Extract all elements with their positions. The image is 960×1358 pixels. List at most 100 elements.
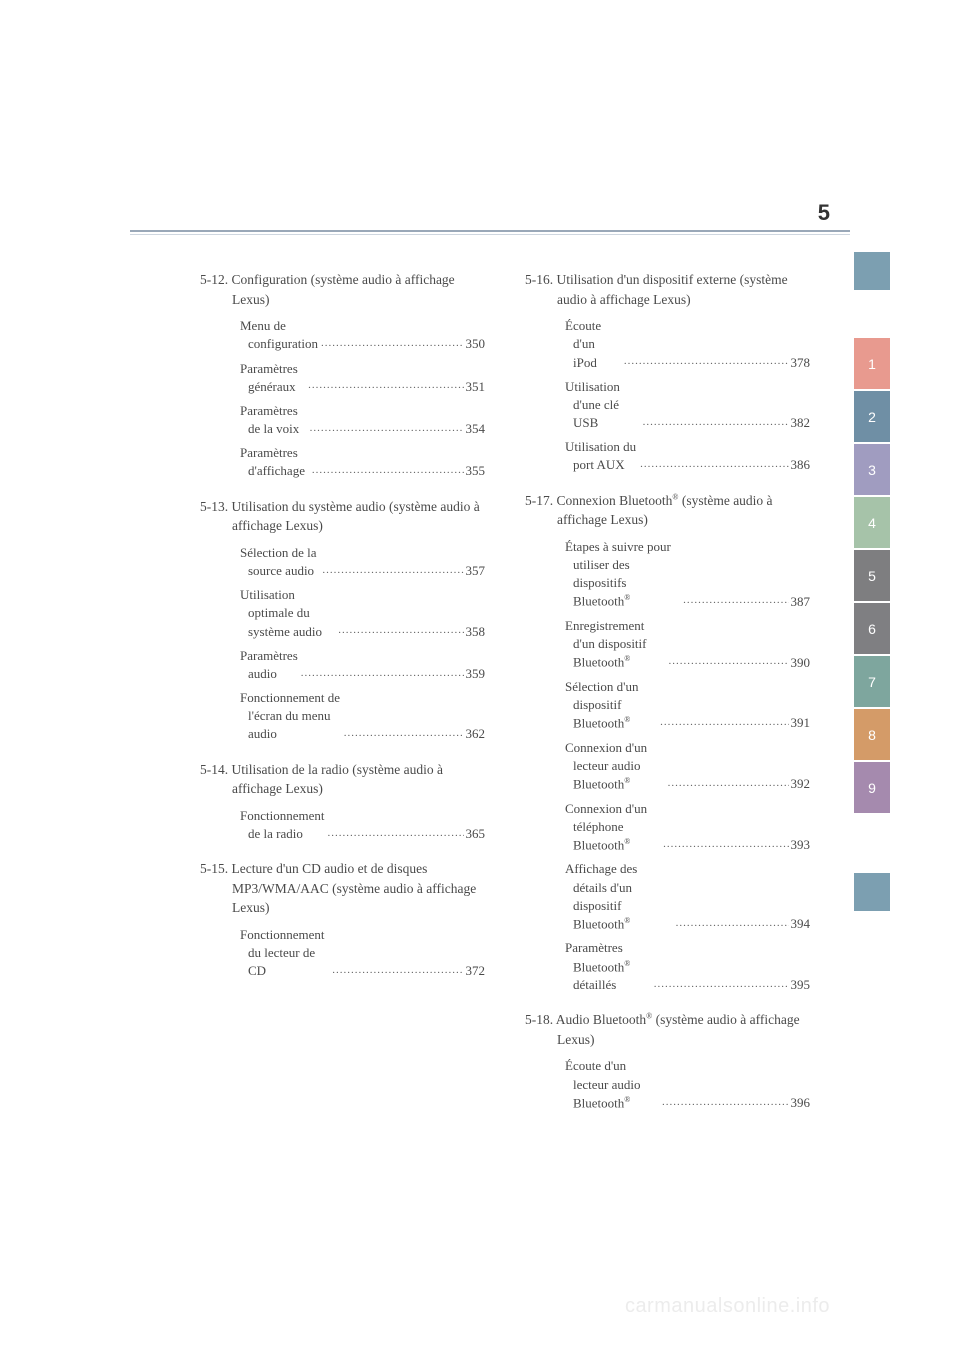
toc-page-number: 362	[464, 725, 486, 743]
toc-entry[interactable]: Paramètres généraux351	[200, 360, 485, 396]
chapter-tab-3[interactable]: 3	[854, 444, 890, 495]
toc-entry-text: Connexion d'un lecteur audio Bluetooth®	[565, 739, 668, 794]
toc-entry[interactable]: Affichage des détails d'un dispositif Bl…	[525, 860, 810, 933]
toc-entry-text: Sélection d'un dispositif Bluetooth®	[565, 678, 660, 733]
chapter-tab-2[interactable]: 2	[854, 391, 890, 442]
toc-leader	[654, 977, 789, 992]
toc-leader	[640, 457, 788, 472]
watermark: carmanualsonline.info	[625, 1295, 830, 1318]
toc-leader	[301, 666, 464, 681]
toc-page-number: 358	[464, 623, 486, 641]
toc-page-number: 394	[789, 915, 811, 933]
toc-entry-text: Paramètres Bluetooth® détaillés	[565, 939, 654, 994]
toc-leader	[310, 421, 464, 436]
toc-page-number: 350	[464, 335, 486, 353]
toc-entry-text: Enregistrement d'un dispositif Bluetooth…	[565, 617, 668, 672]
toc-page-number: 392	[789, 775, 811, 793]
chapter-tab-5[interactable]: 5	[854, 550, 890, 601]
toc-entry-text: Connexion d'un téléphone Bluetooth®	[565, 800, 663, 855]
toc-entry[interactable]: Utilisation d'une clé USB 382	[525, 378, 810, 433]
toc-leader	[321, 336, 463, 351]
chapter-tab-6[interactable]: 6	[854, 603, 890, 654]
toc-page-number: 396	[789, 1094, 811, 1112]
chapter-tabs: 123456789	[854, 338, 890, 815]
toc-page-number: 351	[464, 378, 486, 396]
toc-entry-text: Affichage des détails d'un dispositif Bl…	[565, 860, 676, 933]
toc-entry[interactable]: Paramètres audio 359	[200, 647, 485, 683]
toc-leader	[663, 837, 788, 852]
toc-leader	[312, 463, 464, 478]
toc-page-number: 387	[789, 593, 811, 611]
toc-leader	[328, 826, 464, 841]
toc-entry[interactable]: Paramètres d'affichage 355	[200, 444, 485, 480]
toc-entry[interactable]: Écoute d'un iPod378	[525, 317, 810, 372]
toc-entry[interactable]: Utilisation du port AUX 386	[525, 438, 810, 474]
toc-column-right: 5-16. Utilisation d'un dispositif extern…	[525, 270, 810, 1128]
chapter-tab-4[interactable]: 4	[854, 497, 890, 548]
toc-leader	[660, 715, 788, 730]
toc-leader	[624, 354, 789, 369]
toc-entry[interactable]: Paramètres Bluetooth® détaillés 395	[525, 939, 810, 994]
toc-section-heading: 5-13. Utilisation du système audio (syst…	[200, 497, 485, 536]
toc-entry[interactable]: Paramètres de la voix354	[200, 402, 485, 438]
toc-entry[interactable]: Enregistrement d'un dispositif Bluetooth…	[525, 617, 810, 672]
toc-entry[interactable]: Connexion d'un lecteur audio Bluetooth® 3…	[525, 739, 810, 794]
tab-accent-bottom	[854, 873, 890, 911]
toc-entry-text: Fonctionnement du lecteur de CD	[240, 926, 332, 981]
toc-entry[interactable]: Menu de configuration 350	[200, 317, 485, 353]
toc-section-heading: 5-18. Audio Bluetooth® (système audio à …	[525, 1010, 810, 1049]
chapter-tab-9[interactable]: 9	[854, 762, 890, 813]
toc-entry[interactable]: Sélection d'un dispositif Bluetooth® 391	[525, 678, 810, 733]
toc-page-number: 393	[789, 836, 811, 854]
toc-entry-text: Utilisation du port AUX	[565, 438, 640, 474]
toc-page-number: 390	[789, 654, 811, 672]
toc-page-number: 355	[464, 462, 486, 480]
toc-entry[interactable]: Utilisation optimale du système audio358	[200, 586, 485, 641]
toc-entry[interactable]: Écoute d'un lecteur audio Bluetooth® 396	[525, 1057, 810, 1112]
toc-leader	[344, 726, 464, 741]
toc-leader	[683, 593, 788, 608]
toc-entry-text: Paramètres d'affichage	[240, 444, 312, 480]
toc-leader	[668, 776, 789, 791]
toc-leader	[662, 1095, 789, 1110]
toc-leader	[676, 916, 789, 931]
toc-entry[interactable]: Fonctionnement de l'écran du menu audio 3…	[200, 689, 485, 744]
toc-leader	[322, 563, 463, 578]
header-rule-thin	[130, 234, 850, 235]
toc-leader	[332, 963, 463, 978]
toc-columns: 5-12. Configuration (système audio à aff…	[90, 200, 870, 1128]
chapter-tab-1[interactable]: 1	[854, 338, 890, 389]
toc-section-heading: 5-15. Lecture d'un CD audio et de disque…	[200, 859, 485, 918]
toc-leader	[668, 654, 788, 669]
toc-entry[interactable]: Fonctionnement de la radio365	[200, 807, 485, 843]
toc-entry-text: Écoute d'un lecteur audio Bluetooth®	[565, 1057, 662, 1112]
toc-entry-text: Écoute d'un iPod	[565, 317, 624, 372]
manual-page: 5 123456789 5-12. Configuration (système…	[0, 0, 960, 1358]
toc-page-number: 365	[464, 825, 486, 843]
toc-section-heading: 5-12. Configuration (système audio à aff…	[200, 270, 485, 309]
toc-entry[interactable]: Étapes à suivre pour utiliser des dispos…	[525, 538, 810, 611]
toc-page-number: 359	[464, 665, 486, 683]
toc-page-number: 372	[464, 962, 486, 980]
toc-entry-text: Menu de configuration	[240, 317, 321, 353]
toc-leader	[308, 378, 463, 393]
chapter-tab-7[interactable]: 7	[854, 656, 890, 707]
toc-entry[interactable]: Fonctionnement du lecteur de CD 372	[200, 926, 485, 981]
toc-section-heading: 5-14. Utilisation de la radio (système a…	[200, 760, 485, 799]
toc-page-number: 382	[789, 414, 811, 432]
toc-entry-text: Paramètres de la voix	[240, 402, 310, 438]
toc-page-number: 386	[789, 456, 811, 474]
toc-entry-text: Fonctionnement de l'écran du menu audio	[240, 689, 344, 744]
chapter-number: 5	[818, 200, 830, 226]
toc-entry-text: Utilisation d'une clé USB	[565, 378, 643, 433]
toc-section-heading: 5-17. Connexion Bluetooth® (système audi…	[525, 491, 810, 530]
toc-page-number: 391	[789, 714, 811, 732]
toc-entry-text: Paramètres audio	[240, 647, 301, 683]
toc-column-left: 5-12. Configuration (système audio à aff…	[200, 270, 485, 1128]
toc-entry[interactable]: Connexion d'un téléphone Bluetooth® 393	[525, 800, 810, 855]
toc-page-number: 357	[464, 562, 486, 580]
toc-page-number: 395	[789, 976, 811, 994]
toc-entry[interactable]: Sélection de la source audio357	[200, 544, 485, 580]
tab-accent-top	[854, 252, 890, 290]
chapter-tab-8[interactable]: 8	[854, 709, 890, 760]
